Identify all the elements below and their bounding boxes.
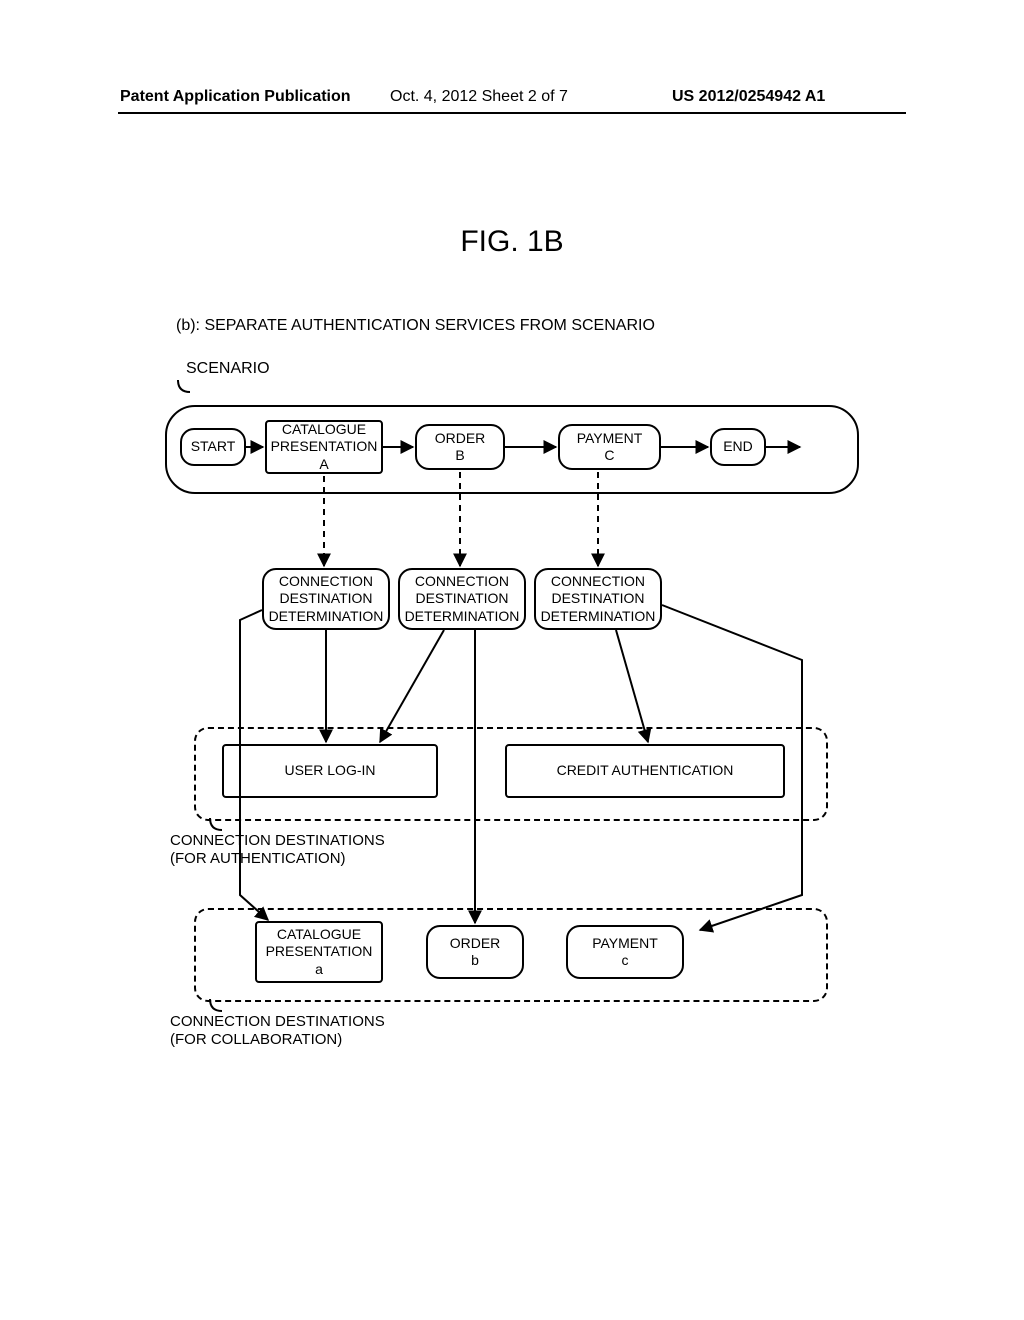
node-order-b-lower: ORDER b xyxy=(426,925,524,979)
node-order-b-upper: ORDER B xyxy=(415,424,505,470)
arrows-overlay xyxy=(0,0,1024,1320)
page-root: Patent Application Publication Oct. 4, 2… xyxy=(0,0,1024,1320)
subtitle: (b): SEPARATE AUTHENTICATION SERVICES FR… xyxy=(176,317,655,335)
collab-group-label: CONNECTION DESTINATIONS (FOR COLLABORATI… xyxy=(170,1013,385,1049)
auth-group-label: CONNECTION DESTINATIONS (FOR AUTHENTICAT… xyxy=(170,832,385,868)
scenario-label: SCENARIO xyxy=(186,360,270,378)
node-payment-c-upper: PAYMENT C xyxy=(558,424,661,470)
node-payment-c-lower: PAYMENT c xyxy=(566,925,684,979)
header-rule xyxy=(118,112,906,114)
node-credit-auth: CREDIT AUTHENTICATION xyxy=(505,744,785,798)
node-catalogue-a-upper: CATALOGUE PRESENTATION A xyxy=(265,420,383,474)
node-catalogue-a-lower: CATALOGUE PRESENTATION a xyxy=(255,921,383,983)
header-center: Oct. 4, 2012 Sheet 2 of 7 xyxy=(390,88,568,106)
header-right: US 2012/0254942 A1 xyxy=(672,88,825,106)
node-end: END xyxy=(710,428,766,466)
node-start: START xyxy=(180,428,246,466)
node-determination-3: CONNECTION DESTINATION DETERMINATION xyxy=(534,568,662,630)
node-user-login: USER LOG-IN xyxy=(222,744,438,798)
header-left: Patent Application Publication xyxy=(120,88,351,106)
node-determination-1: CONNECTION DESTINATION DETERMINATION xyxy=(262,568,390,630)
figure-title: FIG. 1B xyxy=(460,225,563,259)
node-determination-2: CONNECTION DESTINATION DETERMINATION xyxy=(398,568,526,630)
